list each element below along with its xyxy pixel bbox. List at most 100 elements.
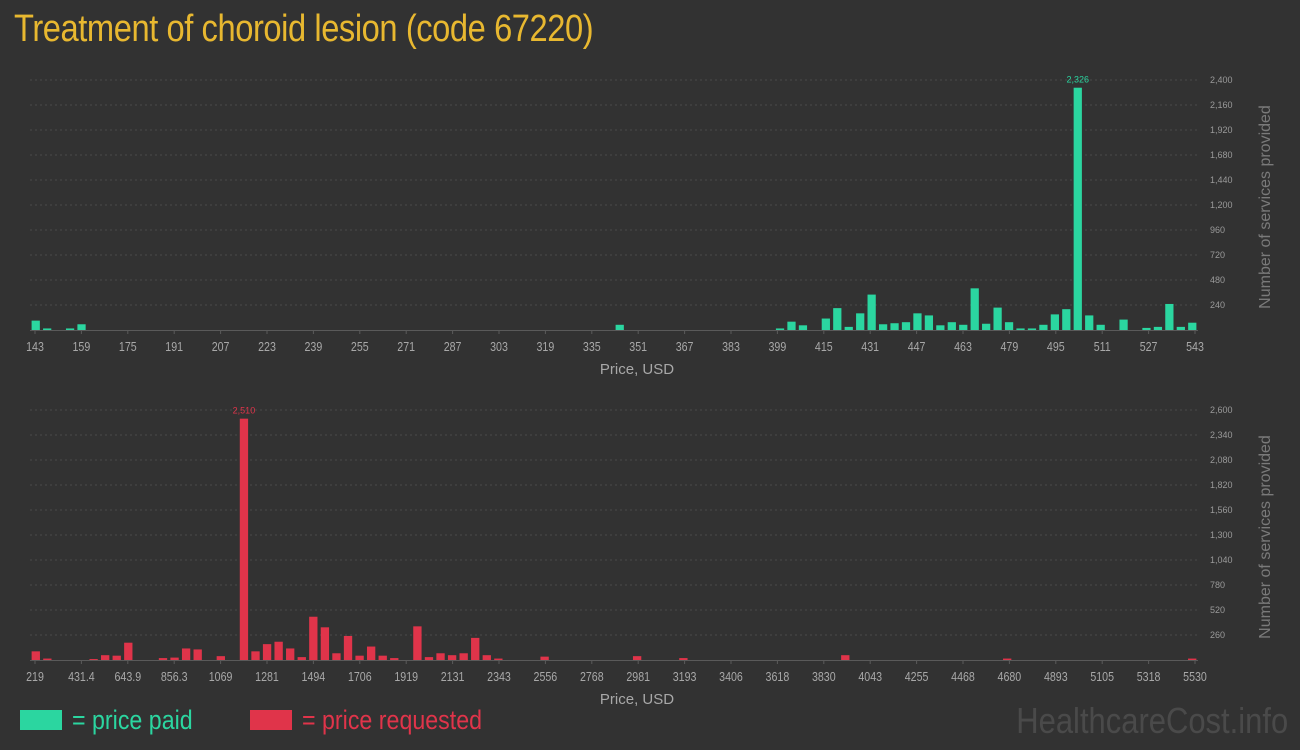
legend-item-price-requested: = price requested [250,702,511,738]
bar [982,323,991,330]
x-tick-label: 479 [1001,339,1019,354]
bar [833,308,842,330]
bar [424,657,434,660]
bar [262,644,272,660]
x-tick-label: 319 [537,339,555,354]
bar [390,658,399,660]
legend-item-price-paid: = price paid [20,702,212,738]
bar [158,658,168,660]
bar [913,313,922,330]
x-tick-label: 5105 [1090,669,1114,684]
x-tick-label: 1919 [394,669,418,684]
x-tick-label: 543 [1186,339,1204,354]
bar [1027,328,1037,330]
bar [471,637,480,660]
y-tick-label: 520 [1210,605,1225,615]
bar [378,655,387,660]
bar [1176,326,1185,330]
legend-swatch-requested [250,710,292,730]
x-tick-label: 2768 [580,669,604,684]
bar [436,653,445,660]
bar [124,642,133,660]
bar [615,324,624,330]
y-tick-label: 780 [1210,580,1225,590]
x-tick-label: 2556 [534,669,558,684]
y-tick-label: 1,300 [1210,530,1233,540]
bar [821,318,830,330]
bar [1096,324,1105,330]
legend-label-requested: = price requested [302,704,483,735]
x-tick-label: 219 [26,669,44,684]
bar [947,322,956,330]
bar [1165,303,1174,330]
y-tick-label: 2,400 [1210,75,1233,85]
page-title: Treatment of choroid lesion (code 67220) [14,8,594,50]
y-tick-label: 1,920 [1210,125,1233,135]
x-tick-label: 495 [1047,339,1065,354]
legend-swatch-paid [20,710,62,730]
x-tick-label: 2131 [441,669,465,684]
y-tick-label: 1,440 [1210,175,1233,185]
bar [1050,314,1059,330]
bar [251,651,260,660]
x-tick-label: 287 [444,339,462,354]
y-tick-label: 1,820 [1210,480,1233,490]
bar [867,294,876,330]
bar [1003,658,1012,660]
y-tick-label: 1,680 [1210,150,1233,160]
y-tick-label: 2,080 [1210,455,1233,465]
x-tick-label: 143 [26,339,44,354]
bar [181,648,191,660]
bar [216,656,225,660]
bar [890,323,899,330]
x-tick-label: 271 [397,339,415,354]
bar [1188,322,1197,330]
bar [274,641,283,660]
y-axis-label: Number of services provided [1257,105,1274,309]
x-tick-label: 3193 [673,669,697,684]
bar [936,325,945,330]
x-tick-label: 527 [1140,339,1158,354]
bar [1016,328,1025,330]
bar [1142,327,1151,330]
bar [309,616,318,660]
y-tick-label: 1,040 [1210,555,1233,565]
bar [1062,309,1071,330]
bar [1188,658,1197,660]
x-tick-label: 1706 [348,669,372,684]
bar [1119,319,1128,330]
bar [89,659,98,660]
x-tick-label: 2343 [487,669,511,684]
bar [844,326,853,330]
x-tick-label: 367 [676,339,694,354]
x-tick-label: 1281 [255,669,279,684]
x-axis-label: Price, USD [600,361,674,378]
bar [1085,315,1094,330]
x-tick-label: 383 [722,339,740,354]
x-tick-label: 5318 [1137,669,1161,684]
x-tick-label: 4893 [1044,669,1068,684]
x-tick-label: 4468 [951,669,975,684]
x-tick-label: 415 [815,339,833,354]
x-tick-label: 447 [908,339,926,354]
bar [1004,322,1014,330]
bar [343,635,353,660]
y-tick-label: 1,200 [1210,200,1233,210]
bar [413,626,422,660]
bar [31,651,40,660]
bar [366,646,376,660]
bar [447,655,457,660]
watermark: HealthcareCost.info [1016,700,1288,741]
bar [170,657,179,660]
price-requested-chart: 260 520 780 1,040 1,300 1,560 1,820 2,080 2,340 2… [26,405,1274,708]
x-tick-label: 207 [212,339,230,354]
x-tick-label: 2981 [626,669,650,684]
x-axis-label: Price, USD [600,691,674,708]
y-tick-label: 1,560 [1210,505,1233,515]
x-tick-label: 511 [1094,339,1111,354]
bar [924,315,934,330]
peak-data-label: 2,326 [1066,75,1089,85]
peak-data-label: 2,510 [233,406,256,416]
bar [482,655,491,660]
x-tick-label: 4043 [858,669,882,684]
